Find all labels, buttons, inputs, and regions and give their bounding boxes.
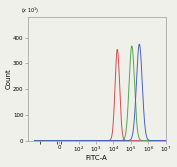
Text: $(x\ 10^1)$: $(x\ 10^1)$ [21,6,39,16]
Y-axis label: Count: Count [5,68,12,89]
X-axis label: FITC-A: FITC-A [86,155,108,161]
